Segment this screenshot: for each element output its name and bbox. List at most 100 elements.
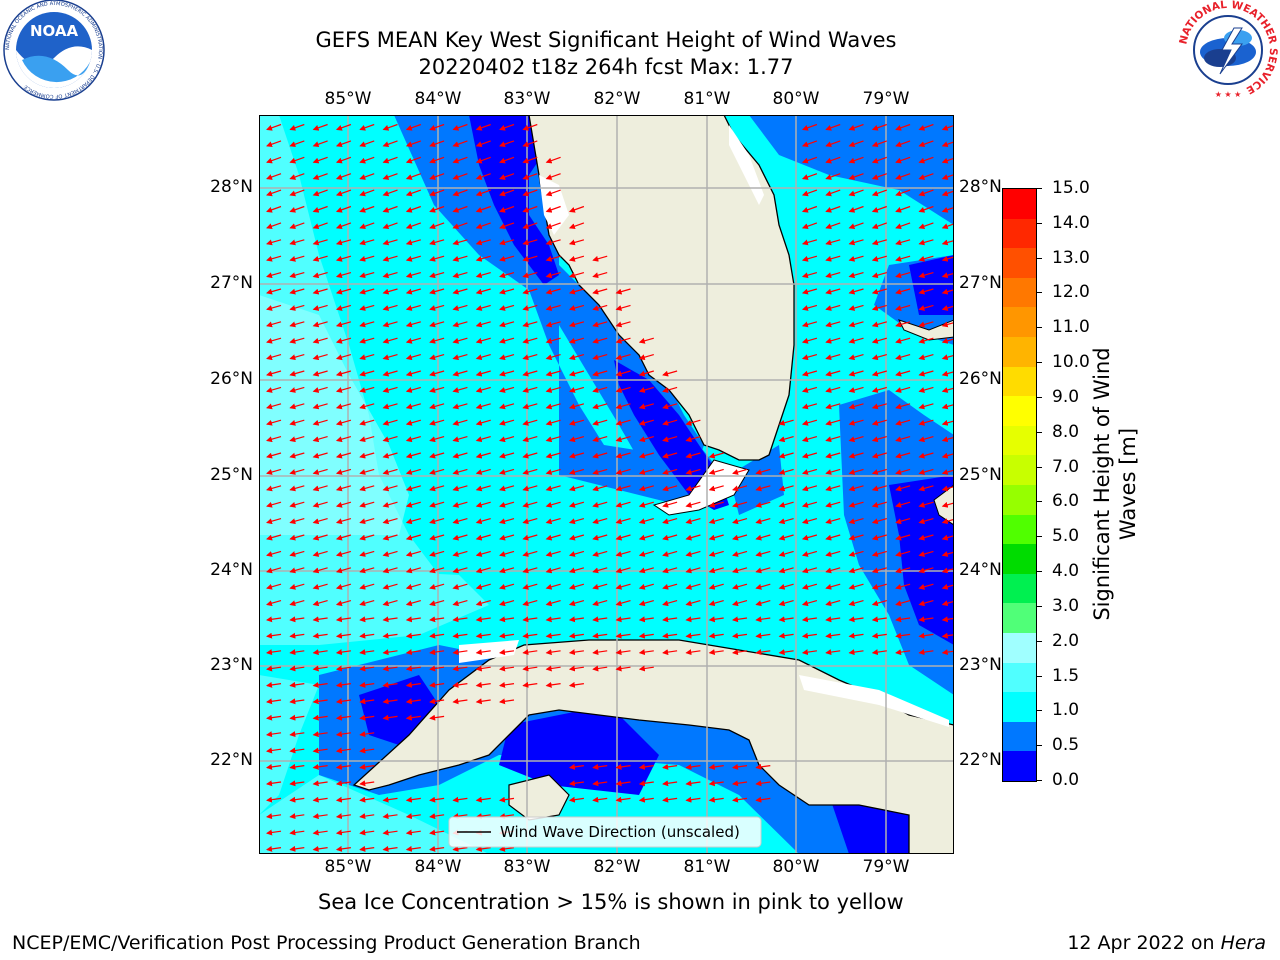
wave-direction-arrow (638, 485, 654, 492)
wave-direction-arrow (825, 239, 841, 246)
wave-direction-arrow (592, 370, 608, 377)
wave-direction-arrow (592, 452, 608, 459)
wave-direction-arrow (825, 649, 841, 656)
wave-direction-arrow (522, 616, 538, 623)
cuba-land (352, 639, 955, 855)
wave-direction-arrow (475, 813, 491, 820)
wave-direction-arrow (452, 403, 468, 410)
wave-direction-arrow (312, 649, 328, 656)
wave-direction-arrow (825, 304, 841, 311)
wave-direction-arrow (522, 239, 538, 246)
wave-direction-arrow (918, 255, 934, 262)
wave-direction-arrow (895, 534, 911, 541)
wave-direction-arrow (452, 140, 468, 148)
wave-direction-arrow (568, 239, 585, 246)
wave-direction-arrow (312, 337, 328, 344)
wave-direction-arrow (266, 403, 282, 410)
wave-direction-arrow (568, 780, 584, 787)
wave-direction-arrow (568, 419, 585, 426)
colorbar-segment (1003, 425, 1036, 456)
graticule (259, 115, 954, 854)
wave-direction-arrow (732, 600, 748, 607)
wave-direction-arrow (801, 173, 818, 180)
wave-direction-arrow (499, 813, 515, 820)
wave-direction-arrow (708, 796, 724, 803)
wave-direction-arrow (545, 485, 561, 492)
wave-direction-arrow (848, 649, 864, 656)
wave-direction-arrow (825, 321, 841, 328)
wave-direction-arrow (359, 386, 375, 393)
wave-direction-arrow (475, 616, 491, 623)
wave-direction-arrow (266, 239, 282, 246)
wave-band-0-0-5-gulf-batabano (499, 705, 659, 795)
colorbar-tick-label: 10.0 (1052, 352, 1090, 373)
wave-direction-arrow (359, 304, 375, 311)
wave-direction-arrow (918, 501, 934, 508)
wave-direction-arrow (335, 370, 352, 377)
wave-direction-arrow (382, 616, 398, 623)
host-name: Hera (1220, 932, 1266, 954)
wave-direction-arrow (266, 419, 282, 426)
wave-direction-arrow (778, 534, 794, 541)
wave-direction-arrow (499, 796, 515, 803)
wave-direction-arrow (825, 616, 841, 623)
wave-direction-arrow (405, 173, 422, 180)
colorbar-segment (1003, 336, 1036, 367)
wave-direction-arrow (545, 189, 561, 197)
wave-direction-arrow (918, 468, 934, 475)
chart-title: GEFS MEAN Key West Significant Height of… (315, 28, 897, 52)
lat-label-right-25n: 25°N (959, 465, 1002, 485)
wave-direction-arrow (289, 272, 305, 279)
wave-direction-arrow (266, 222, 282, 230)
wave-direction-arrow (475, 156, 491, 164)
colorbar-tick-mark (1036, 780, 1042, 781)
wave-direction-arrow (289, 337, 305, 344)
wave-direction-arrow (382, 370, 398, 377)
wave-direction-arrow (312, 370, 328, 377)
wave-direction-arrow (848, 205, 864, 213)
wave-direction-arrow (592, 272, 608, 279)
wave-direction-arrow (801, 567, 818, 574)
wave-direction-arrow (335, 747, 351, 754)
wave-direction-arrow (359, 255, 375, 262)
wave-direction-arrow (895, 370, 911, 377)
wave-direction-arrow (475, 205, 491, 213)
wave-direction-arrow (918, 518, 934, 525)
wave-direction-arrow (359, 452, 375, 459)
wave-direction-arrow (895, 600, 911, 607)
wave-direction-arrow (755, 501, 771, 508)
wave-direction-arrow (918, 386, 934, 393)
wave-direction-arrow (452, 156, 468, 164)
wave-direction-arrow (266, 600, 282, 607)
wave-direction-arrow (918, 370, 934, 377)
wave-direction-arrow (825, 205, 841, 213)
wave-direction-arrow (778, 567, 794, 574)
wave-direction-arrow (312, 436, 328, 443)
wave-direction-arrow (918, 304, 934, 311)
wave-direction-arrow (405, 452, 421, 459)
wave-direction-arrow (266, 140, 282, 148)
colorbar-segment (1003, 632, 1036, 663)
chart-subtitle: 20220402 t18z 264h fcst Max: 1.77 (418, 55, 794, 79)
wave-direction-arrow (312, 747, 328, 754)
wave-direction-arrow (382, 583, 398, 590)
wave-direction-arrow (289, 419, 305, 426)
wave-direction-arrow (429, 616, 445, 623)
wave-direction-arrow (312, 731, 328, 738)
wave-direction-arrow (382, 534, 398, 541)
colorbar-segment (1003, 248, 1036, 278)
wave-direction-arrow (895, 501, 911, 508)
wave-direction-arrow (289, 550, 305, 557)
wave-direction-arrow (615, 485, 631, 492)
lon-label-top-83w: 83°W (503, 89, 551, 109)
wave-direction-arrow (895, 288, 911, 295)
wave-direction-arrow (499, 321, 515, 328)
wave-direction-arrow (382, 550, 398, 557)
wave-direction-arrow (475, 239, 491, 246)
wave-direction-arrow (801, 386, 818, 393)
wave-direction-arrow (429, 304, 445, 311)
wave-direction-arrow (801, 403, 818, 410)
wave-direction-arrow (592, 616, 608, 623)
wave-direction-arrow (452, 222, 468, 230)
wave-direction-arrow (499, 665, 515, 672)
